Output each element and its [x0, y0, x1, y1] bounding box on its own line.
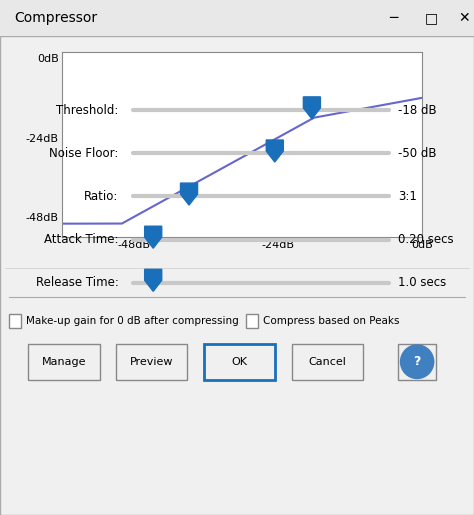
Text: ─: ─: [389, 11, 398, 25]
Text: ✕: ✕: [459, 11, 470, 25]
Polygon shape: [181, 183, 198, 205]
Polygon shape: [145, 226, 162, 248]
Text: Cancel: Cancel: [308, 357, 346, 367]
Text: ?: ?: [414, 357, 420, 367]
Text: 1.0 secs: 1.0 secs: [398, 276, 447, 289]
Text: Threshold:: Threshold:: [56, 104, 118, 117]
Polygon shape: [266, 140, 283, 162]
Polygon shape: [145, 269, 162, 291]
Circle shape: [401, 345, 434, 379]
FancyBboxPatch shape: [116, 344, 187, 380]
FancyBboxPatch shape: [9, 314, 21, 328]
FancyBboxPatch shape: [204, 344, 275, 380]
FancyBboxPatch shape: [292, 344, 363, 380]
Text: Preview: Preview: [130, 357, 173, 367]
FancyBboxPatch shape: [398, 344, 436, 380]
Polygon shape: [303, 97, 320, 119]
Text: Attack Time:: Attack Time:: [44, 233, 118, 246]
Text: Noise Floor:: Noise Floor:: [49, 147, 118, 160]
FancyBboxPatch shape: [246, 314, 258, 328]
Text: -18 dB: -18 dB: [398, 104, 437, 117]
Text: ?: ?: [413, 355, 421, 368]
Text: -50 dB: -50 dB: [398, 147, 437, 160]
Text: 0.20 secs: 0.20 secs: [398, 233, 454, 246]
Text: Release Time:: Release Time:: [36, 276, 118, 289]
Text: Manage: Manage: [42, 357, 86, 367]
FancyBboxPatch shape: [28, 344, 100, 380]
Text: OK: OK: [231, 357, 247, 367]
Text: Compress based on Peaks: Compress based on Peaks: [263, 316, 400, 326]
Text: Ratio:: Ratio:: [84, 190, 118, 203]
Text: Make-up gain for 0 dB after compressing: Make-up gain for 0 dB after compressing: [26, 316, 239, 326]
Text: 3:1: 3:1: [398, 190, 417, 203]
FancyBboxPatch shape: [0, 0, 474, 36]
Text: □: □: [425, 11, 438, 25]
Text: Compressor: Compressor: [14, 11, 97, 25]
